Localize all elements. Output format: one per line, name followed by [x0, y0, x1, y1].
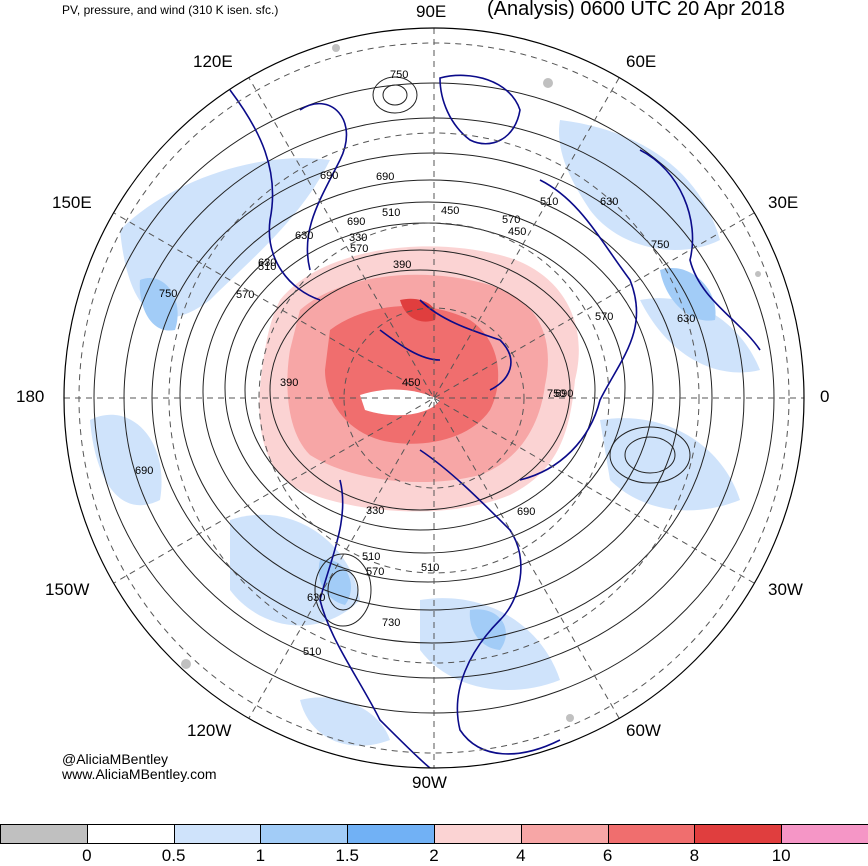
contour-label: 690 [517, 506, 535, 518]
contour-label: 450 [508, 226, 526, 238]
contour-label: 690 [135, 465, 153, 477]
colorbar-label: 2 [429, 846, 439, 865]
contour-label: 570 [502, 214, 520, 226]
contour-label: 630 [295, 230, 313, 242]
lon-label-0: 0 [820, 387, 830, 406]
colorbar-label: 0.5 [161, 846, 186, 865]
contour-label: 630 [677, 313, 695, 325]
colorbar-swatch [781, 824, 868, 844]
colorbar-label: 10 [771, 846, 791, 865]
contour-label: 750 [159, 288, 177, 300]
colorbar-label: 0 [82, 846, 92, 865]
contour-label: 630 [600, 196, 618, 208]
colorbar-label: 1.5 [335, 846, 360, 865]
contour-label: 510 [382, 207, 400, 219]
credit-handle: @AliciaMBentley [62, 751, 169, 767]
colorbar-swatch [260, 824, 349, 844]
contour-label: 510 [421, 562, 439, 574]
colorbar-label: 6 [602, 846, 613, 865]
colorbar-label: 1 [255, 846, 266, 865]
colorbar-swatch [347, 824, 435, 844]
map-title: (Analysis) 0600 UTC 20 Apr 2018 [487, 0, 785, 20]
colorbar-label: 4 [516, 846, 526, 865]
contour-label: 510 [540, 196, 558, 208]
contour-label: 570 [236, 289, 254, 301]
contour-label: 510 [303, 646, 321, 658]
contour-label: 690 [347, 216, 365, 228]
pv-shading-grey [181, 44, 761, 722]
contour-label: 390 [393, 259, 411, 271]
pv-shading-polar [259, 246, 579, 512]
contour-label: 570 [366, 566, 384, 578]
contour-label: 510 [362, 551, 380, 563]
lon-label-90e: 90E [416, 2, 447, 21]
contour-label: 570 [350, 243, 368, 255]
contour-label: 450 [402, 377, 420, 389]
lon-label-120e: 120E [193, 52, 233, 71]
contour-label: 690 [376, 171, 394, 183]
lat-lon-grid [64, 28, 804, 768]
lon-label-60w: 60W [626, 721, 661, 740]
lon-label-60e: 60E [626, 52, 657, 71]
colorbar-label: 8 [689, 846, 700, 865]
contour-label: 750 [390, 69, 408, 81]
lon-label-150w: 150W [45, 580, 90, 599]
colorbar-swatch [694, 824, 783, 844]
colorbar-swatch [607, 824, 696, 844]
contour-label: 690 [555, 388, 573, 400]
lon-label-30e: 30E [768, 193, 799, 212]
colorbar-swatch [173, 824, 262, 844]
coastlines [229, 74, 761, 768]
contour-label: 730 [382, 617, 400, 629]
pv-shading-mid-blue [139, 268, 716, 650]
contour-label: 750 [651, 239, 669, 251]
contour-label: 630 [258, 257, 276, 269]
map-boundary [63, 27, 805, 769]
map-subtitle: PV, pressure, and wind (310 K isen. sfc.… [62, 3, 279, 17]
colorbar-swatch [520, 824, 609, 844]
contour-label: 750 [547, 388, 565, 400]
contour-label: 330 [366, 505, 384, 517]
lon-label-30w: 30W [768, 580, 803, 599]
lon-label-90w: 90W [412, 773, 447, 792]
colorbar-swatch [0, 824, 88, 844]
lon-label-150e: 150E [52, 193, 92, 212]
lon-label-120w: 120W [187, 721, 232, 740]
contour-label: 630 [307, 592, 325, 604]
pv-shading-blue [90, 120, 760, 746]
colorbar-swatch [434, 824, 522, 844]
contour-label: 690 [320, 170, 338, 182]
colorbar-swatch [86, 824, 175, 844]
credit-website: www.AliciaMBentley.com [62, 766, 217, 782]
contour-label: 390 [280, 377, 298, 389]
lon-label-180: 180 [16, 387, 45, 406]
contour-label: 450 [441, 205, 459, 217]
contour-label: 510 [258, 261, 276, 273]
contour-label: 330 [349, 232, 367, 244]
contour-label: 570 [595, 311, 613, 323]
